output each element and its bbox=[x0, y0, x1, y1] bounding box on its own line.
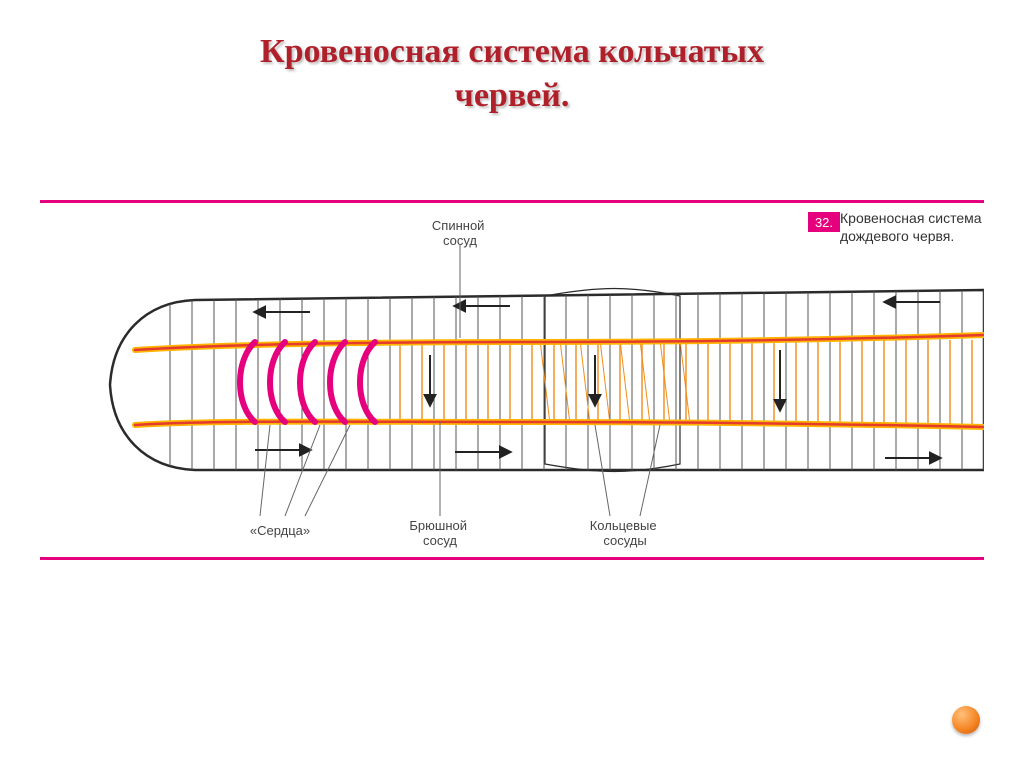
label-ventral: Брюшной сосуд bbox=[409, 518, 470, 548]
worm-diagram-svg: Спинной сосуд «Сердца» Брюшной сосуд Кол… bbox=[40, 200, 984, 560]
diagram-frame: 32. Кровеносная система дождевого червя. bbox=[40, 200, 984, 560]
label-ring: Кольцевые сосуды bbox=[590, 518, 661, 548]
slide-title: Кровеносная система кольчатых червей. bbox=[0, 30, 1024, 118]
label-dorsal: Спинной сосуд bbox=[432, 218, 488, 248]
slide-bullet-icon bbox=[952, 706, 980, 734]
title-line-2: червей. bbox=[455, 74, 570, 118]
slide: Кровеносная система кольчатых червей. 32… bbox=[0, 0, 1024, 768]
title-line-1: Кровеносная система кольчатых bbox=[260, 30, 764, 74]
label-hearts: «Сердца» bbox=[250, 523, 310, 538]
